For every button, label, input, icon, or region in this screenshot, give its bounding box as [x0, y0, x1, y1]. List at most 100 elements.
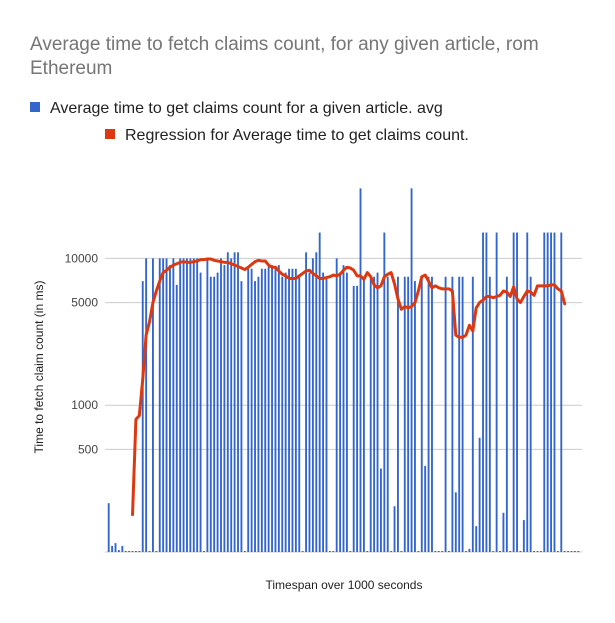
bar	[264, 268, 267, 552]
bar	[250, 268, 253, 552]
bar	[131, 551, 134, 552]
y-tick-label-500: 500	[78, 442, 98, 456]
bar	[216, 272, 219, 552]
chart-title-line-2: Ethereum	[30, 58, 112, 79]
bar	[128, 551, 131, 552]
bar	[308, 272, 311, 552]
y-tick-labels: 500 1000 5000 10000	[65, 251, 99, 456]
bar	[556, 551, 559, 552]
bar	[383, 232, 386, 552]
bar	[390, 551, 393, 552]
bar	[441, 551, 444, 552]
bar	[427, 276, 430, 552]
bar	[179, 258, 182, 552]
bar	[424, 466, 427, 552]
bar	[379, 468, 382, 552]
bar	[451, 276, 454, 552]
bar	[509, 551, 512, 552]
bar	[315, 252, 318, 552]
bar	[488, 276, 491, 552]
bar	[169, 265, 171, 552]
bar	[403, 276, 406, 552]
bar	[400, 551, 403, 552]
bar	[233, 252, 236, 552]
legend-swatch-bars	[30, 102, 40, 112]
legend-swatch-regression	[105, 129, 115, 139]
bar	[332, 551, 335, 552]
bar	[274, 268, 277, 552]
bar	[495, 232, 498, 552]
bar	[335, 258, 338, 552]
bar	[220, 258, 222, 552]
bar	[570, 551, 573, 552]
bar	[203, 551, 205, 552]
bar	[345, 272, 348, 552]
bar	[482, 232, 484, 552]
bar	[196, 258, 199, 552]
bar	[281, 276, 284, 552]
bar	[325, 276, 328, 552]
bar	[230, 258, 233, 552]
bar	[349, 551, 352, 552]
bar	[461, 276, 464, 552]
bar	[522, 520, 525, 552]
bar	[471, 276, 474, 552]
bar	[376, 272, 379, 552]
legend: Average time to get claims count for a g…	[30, 100, 469, 144]
bar	[560, 232, 563, 552]
bar	[162, 258, 165, 552]
bar	[505, 276, 508, 552]
bar	[414, 281, 416, 552]
bar	[284, 272, 287, 552]
bar	[294, 268, 297, 552]
bar	[298, 276, 301, 552]
bar	[529, 276, 532, 552]
bar	[417, 551, 420, 552]
bar	[458, 276, 461, 552]
bar	[301, 551, 304, 552]
bar	[213, 276, 216, 552]
bar	[209, 276, 212, 552]
bar	[192, 258, 195, 552]
bar	[543, 232, 546, 552]
bar	[577, 551, 580, 552]
bar	[288, 268, 290, 552]
bar	[465, 551, 467, 552]
bar	[254, 281, 256, 552]
y-axis-title: Time to fetch claim count (in ms)	[32, 281, 46, 454]
bar	[362, 276, 365, 552]
bar	[339, 272, 342, 552]
bar	[448, 551, 450, 552]
bar	[437, 551, 440, 552]
bar	[475, 526, 478, 552]
bar	[359, 188, 362, 552]
bar	[468, 548, 471, 552]
bar	[311, 258, 314, 552]
bar	[148, 551, 151, 552]
bar	[420, 276, 423, 552]
bar	[492, 551, 495, 552]
bar	[141, 281, 144, 552]
bar	[175, 284, 178, 552]
regression-series	[131, 257, 567, 517]
bar	[546, 232, 549, 552]
bar	[206, 258, 209, 552]
bar	[519, 551, 522, 552]
legend-label-bars: Average time to get claims count for a g…	[50, 100, 443, 117]
y-tick-label-1000: 1000	[71, 398, 98, 412]
bar	[260, 268, 263, 552]
y-tick-label-10000: 10000	[65, 251, 99, 265]
bar	[271, 265, 273, 552]
bar	[502, 512, 505, 552]
bar	[499, 551, 501, 552]
bar	[356, 285, 359, 552]
bar	[291, 268, 294, 552]
bar	[318, 232, 321, 552]
bar	[199, 272, 202, 552]
bar	[121, 545, 124, 552]
bar	[138, 551, 141, 552]
bar	[512, 232, 515, 552]
bar	[247, 268, 250, 552]
bar-series	[107, 188, 580, 552]
bar	[257, 276, 260, 552]
